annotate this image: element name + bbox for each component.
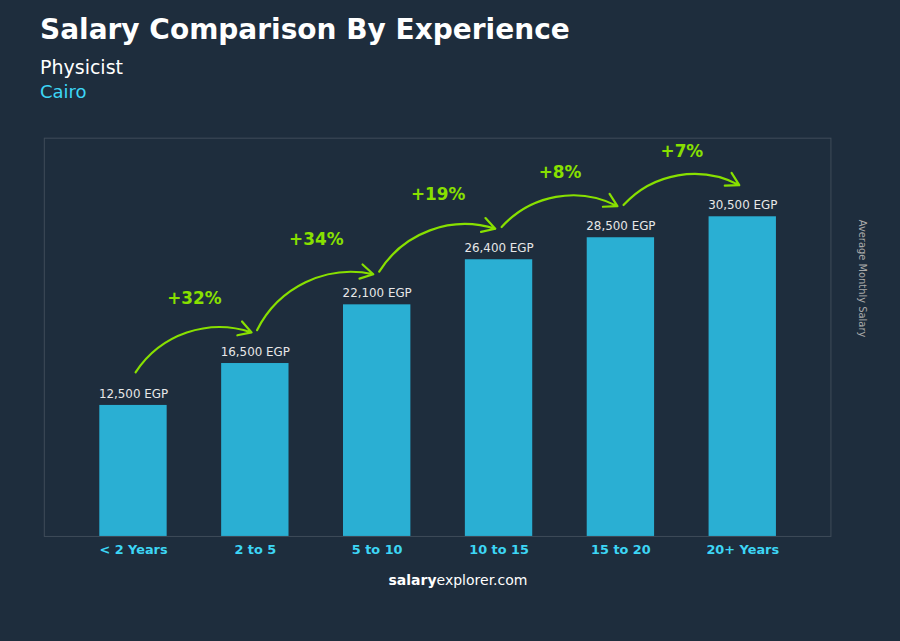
html-text:Cairo: Cairo <box>40 81 87 102</box>
svg-text:+7%: +7% <box>661 141 704 161</box>
svg-text:+34%: +34% <box>289 229 344 249</box>
svg-text:12,500 EGP: 12,500 EGP <box>99 387 168 401</box>
svg-text:2 to 5: 2 to 5 <box>234 542 276 557</box>
svg-text:+19%: +19% <box>411 184 466 204</box>
svg-text:Average Monthly Salary: Average Monthly Salary <box>857 220 868 338</box>
svg-text:30,500 EGP: 30,500 EGP <box>708 198 777 212</box>
svg-text:+32%: +32% <box>167 288 222 308</box>
svg-text:< 2 Years: < 2 Years <box>99 542 168 557</box>
svg-text:10 to 15: 10 to 15 <box>469 542 529 557</box>
svg-text:+8%: +8% <box>539 162 582 182</box>
html-text:Salary Comparison By Experienc: Salary Comparison By Experience <box>40 13 570 46</box>
svg-text:20+ Years: 20+ Years <box>706 542 779 557</box>
svg-text:15 to 20: 15 to 20 <box>591 542 651 557</box>
svg-text:22,100 EGP: 22,100 EGP <box>343 286 412 300</box>
svg-text:16,500 EGP: 16,500 EGP <box>221 345 290 359</box>
html-text:salary explorer.com: salary explorer.com <box>388 571 528 588</box>
svg-text:28,500 EGP: 28,500 EGP <box>586 219 655 233</box>
html-text:Physicist: Physicist <box>40 56 123 78</box>
svg-text:5 to 10: 5 to 10 <box>352 542 403 557</box>
svg-text:26,400 EGP: 26,400 EGP <box>464 241 533 255</box>
